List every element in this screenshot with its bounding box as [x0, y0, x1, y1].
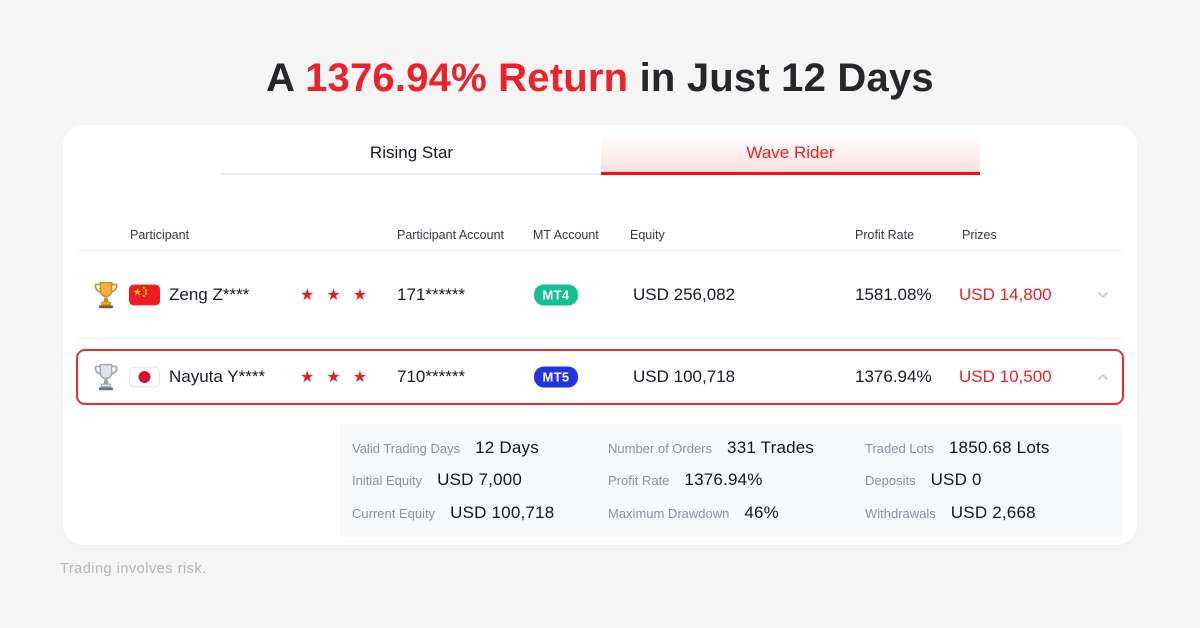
star-icon: ★ [352, 286, 368, 304]
chevron-up-icon[interactable] [1095, 369, 1111, 385]
column-header-mt-account: MT Account [533, 228, 599, 242]
equity-value: USD 256,082 [633, 284, 736, 304]
chevron-down-icon[interactable] [1095, 287, 1111, 303]
detail-withdrawals: Withdrawals USD 2,668 [865, 503, 1122, 523]
header-divider [78, 250, 1122, 251]
disclaimer-text: Trading involves risk. [60, 561, 207, 577]
participant-name: Nayuta Y**** [169, 367, 266, 386]
detail-label: Valid Trading Days [352, 441, 461, 457]
detail-label: Initial Equity [352, 473, 423, 489]
detail-label: Profit Rate [608, 473, 670, 489]
mt5-badge: MT5 [534, 366, 578, 388]
detail-value: USD 7,000 [437, 470, 523, 490]
detail-label: Traded Lots [865, 441, 934, 457]
leaderboard-card: Rising Star Wave Rider Participant Parti… [63, 125, 1137, 545]
detail-initial-equity: Initial Equity USD 7,000 [352, 470, 608, 490]
detail-value: 46% [744, 502, 779, 522]
leaderboard-row-1[interactable]: Zeng Z**** ★ ★ ★ 171****** MT4 USD 256,082… [63, 251, 1137, 338]
star-icon: ★ [300, 286, 315, 304]
prize-value: USD 14,800 [959, 284, 1052, 304]
star-icon: ★ [352, 369, 368, 386]
detail-label: Current Equity [352, 505, 436, 521]
star-rating: ★ ★ ★ [300, 285, 367, 305]
title-suffix: in Just 12 Days [628, 56, 934, 100]
detail-value: 12 Days [475, 438, 539, 458]
detail-current-equity: Current Equity USD 100,718 [352, 503, 608, 523]
detail-number-of-orders: Number of Orders 331 Trades [608, 438, 865, 458]
participant-name: Zeng Z**** [169, 284, 250, 304]
detail-label: Withdrawals [865, 505, 936, 521]
participant-account: 171****** [397, 284, 466, 304]
column-header-profit-rate: Profit Rate [855, 228, 915, 242]
tab-wave-rider[interactable]: Wave Rider [601, 133, 980, 175]
silver-trophy-icon [91, 362, 121, 392]
profit-rate-value: 1376.94% [855, 367, 932, 386]
detail-label: Deposits [865, 473, 916, 489]
column-header-participant: Participant [130, 228, 190, 242]
profit-rate-value: 1581.08% [855, 284, 932, 304]
mt4-badge: MT4 [534, 284, 578, 305]
detail-value: 331 Trades [727, 438, 815, 458]
star-icon: ★ [326, 286, 341, 304]
detail-valid-trading-days: Valid Trading Days 12 Days [352, 438, 608, 458]
china-flag-icon [129, 284, 160, 305]
detail-value: 1850.68 Lots [948, 438, 1050, 458]
detail-value: 1376.94% [684, 470, 763, 490]
equity-value: USD 100,718 [633, 367, 736, 386]
participant-account: 710****** [397, 367, 466, 386]
column-header-participant-account: Participant Account [397, 228, 505, 242]
detail-value: USD 2,668 [950, 502, 1036, 522]
tab-rising-star[interactable]: Rising Star [222, 133, 601, 175]
japan-flag-icon [129, 366, 160, 388]
column-header-equity: Equity [630, 228, 665, 242]
detail-label: Maximum Drawdown [608, 505, 730, 521]
star-rating: ★ ★ ★ [300, 367, 367, 387]
title-prefix: A [266, 56, 306, 100]
detail-value: USD 0 [930, 470, 982, 490]
star-icon: ★ [326, 369, 341, 386]
detail-label: Number of Orders [608, 441, 713, 457]
detail-traded-lots: Traded Lots 1850.68 Lots [865, 438, 1122, 458]
details-panel: Valid Trading Days 12 Days Number of Ord… [340, 424, 1122, 537]
detail-value: USD 100,718 [450, 502, 555, 522]
column-header-prizes: Prizes [962, 228, 997, 242]
detail-profit-rate: Profit Rate 1376.94% [608, 470, 865, 490]
title-highlight: 1376.94% Return [305, 56, 629, 100]
detail-deposits: Deposits USD 0 [865, 470, 1122, 490]
prize-value: USD 10,500 [959, 367, 1052, 386]
page-title: A 1376.94% Return in Just 12 Days [0, 56, 1200, 101]
gold-trophy-icon [91, 280, 121, 310]
star-icon: ★ [300, 369, 315, 386]
row-divider [78, 338, 1122, 339]
leaderboard-row-2[interactable]: Nayuta Y**** ★ ★ ★ 710****** MT5 USD 100,7… [63, 349, 1137, 405]
detail-maximum-drawdown: Maximum Drawdown 46% [608, 503, 865, 523]
